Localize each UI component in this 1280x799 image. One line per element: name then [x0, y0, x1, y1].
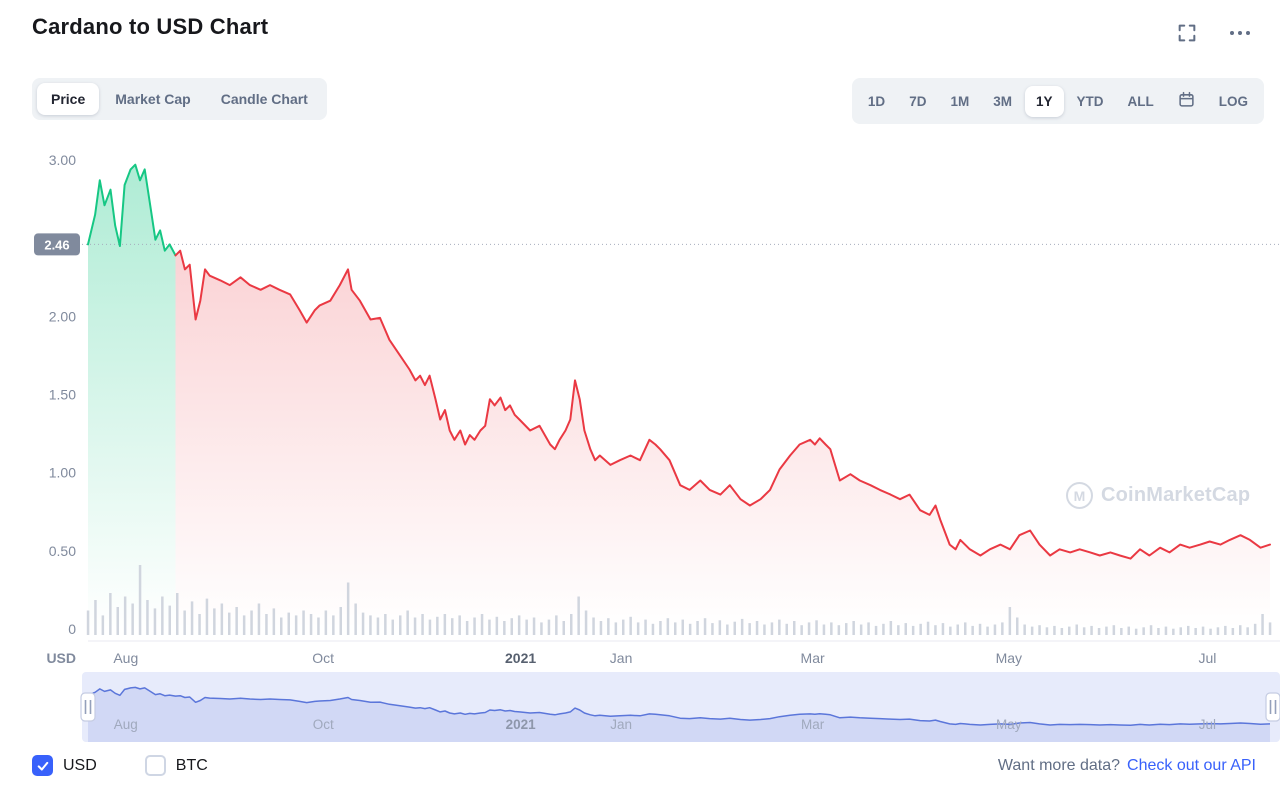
ellipsis-icon [1230, 31, 1250, 35]
fullscreen-icon [1178, 24, 1196, 42]
btc-toggle[interactable]: BTC [144, 755, 208, 776]
navigator-area [88, 687, 1270, 742]
svg-text:May: May [996, 717, 1022, 732]
chart-type-tabs: Price Market Cap Candle Chart [32, 78, 327, 120]
svg-text:Aug: Aug [113, 650, 138, 666]
volume-bars [86, 565, 1272, 635]
svg-text:0: 0 [68, 621, 76, 637]
fullscreen-button[interactable] [1176, 22, 1198, 44]
navigator-handle-left[interactable] [80, 692, 96, 722]
usd-toggle[interactable]: USD [32, 755, 97, 776]
y-axis-unit: USD [46, 650, 76, 666]
svg-text:2.46: 2.46 [44, 237, 69, 252]
usd-checkbox-checked[interactable] [32, 755, 53, 776]
svg-text:Aug: Aug [114, 717, 138, 732]
y-axis-labels: 3.00 2.00 1.50 1.00 0.50 0 USD [46, 152, 76, 666]
range-ytd[interactable]: YTD [1066, 86, 1115, 117]
chart-toolbar: Price Market Cap Candle Chart 1D 7D 1M 3… [32, 78, 1264, 124]
svg-text:Oct: Oct [313, 717, 334, 732]
tab-candle-chart[interactable]: Candle Chart [207, 83, 322, 115]
price-area-down [175, 250, 1270, 629]
range-7d[interactable]: 7D [898, 86, 937, 117]
svg-text:1.00: 1.00 [49, 465, 76, 481]
time-range-tabs: 1D 7D 1M 3M 1Y YTD ALL LOG [851, 78, 1264, 124]
navigator-x-labels: Aug Oct 2021 Jan Mar May Jul [114, 717, 1216, 732]
range-1d[interactable]: 1D [857, 86, 896, 117]
toggle-log-scale[interactable]: LOG [1208, 86, 1259, 117]
btc-label: BTC [175, 756, 208, 774]
svg-text:Jul: Jul [1199, 717, 1216, 732]
svg-text:Mar: Mar [801, 650, 825, 666]
range-navigator[interactable]: Aug Oct 2021 Jan Mar May Jul [0, 672, 1280, 742]
date-range-picker-button[interactable] [1167, 83, 1206, 119]
svg-text:Jan: Jan [610, 650, 633, 666]
api-prompt-text: Want more data? [997, 756, 1121, 774]
svg-text:3.00: 3.00 [49, 152, 76, 168]
tab-market-cap[interactable]: Market Cap [101, 83, 204, 115]
api-promo: Want more data? Check out our API [998, 757, 1256, 775]
svg-text:Jul: Jul [1198, 650, 1216, 666]
svg-text:Jan: Jan [610, 717, 632, 732]
svg-text:2021: 2021 [505, 650, 536, 666]
api-link[interactable]: Check out our API [1127, 756, 1256, 774]
current-price-badge [34, 233, 80, 256]
range-1y[interactable]: 1Y [1024, 85, 1064, 117]
calendar-icon [1179, 91, 1194, 107]
svg-text:Oct: Oct [312, 650, 334, 666]
svg-text:2021: 2021 [506, 717, 537, 732]
price-chart[interactable]: 3.00 2.00 1.50 1.00 0.50 0 USD Aug Oct 2021 Jan Mar… [0, 140, 1280, 670]
check-icon [37, 761, 48, 771]
tab-price[interactable]: Price [37, 83, 100, 115]
range-all[interactable]: ALL [1117, 86, 1165, 117]
svg-text:2.00: 2.00 [49, 308, 76, 324]
price-area-up [88, 164, 176, 629]
more-options-button[interactable] [1228, 22, 1252, 44]
header-actions [1176, 22, 1252, 44]
svg-text:May: May [996, 650, 1022, 666]
range-3m[interactable]: 3M [982, 86, 1023, 117]
page-title: Cardano to USD Chart [32, 14, 269, 39]
btc-checkbox-unchecked[interactable] [144, 755, 166, 776]
price-line-up [87, 163, 177, 257]
navigator-line [87, 686, 1271, 727]
range-1m[interactable]: 1M [939, 86, 980, 117]
price-line-down [174, 249, 1271, 560]
svg-text:Mar: Mar [801, 717, 825, 732]
svg-text:1.50: 1.50 [49, 387, 76, 403]
x-axis-labels: Aug Oct 2021 Jan Mar May Jul [113, 650, 1216, 666]
usd-label: USD [63, 756, 97, 774]
navigator-handle-right[interactable] [1265, 692, 1280, 722]
svg-text:0.50: 0.50 [49, 543, 76, 559]
chart-footer: USD BTC Want more data? Check out our AP… [32, 755, 1256, 776]
